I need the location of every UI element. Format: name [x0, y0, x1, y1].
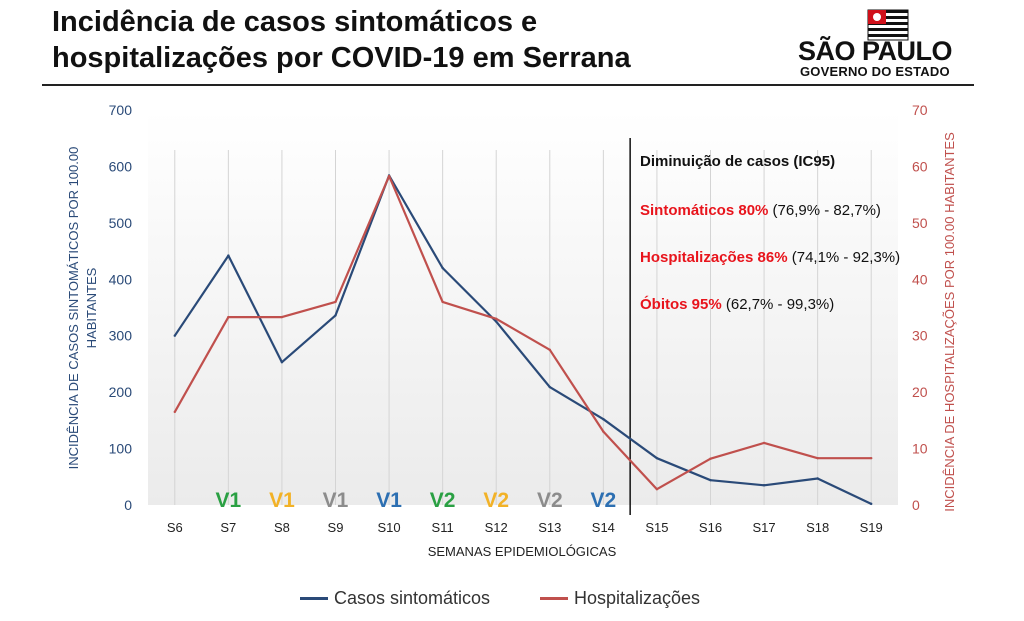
x-axis-title: SEMANAS EPIDEMIOLÓGICAS: [428, 544, 617, 559]
x-tick-s8: S8: [274, 520, 290, 535]
series-line-hospitalizacoes: [173, 174, 872, 491]
x-tick-s6: S6: [167, 520, 183, 535]
x-tick-s9: S9: [328, 520, 344, 535]
y-right-tick-0: 0: [912, 497, 920, 513]
sao-paulo-logo: SÃO PAULO GOVERNO DO ESTADO: [798, 8, 976, 82]
point-casos-s16: [709, 478, 712, 482]
point-casos-s7: [227, 254, 230, 257]
y-left-tick-300: 300: [109, 328, 133, 344]
x-tick-s13: S13: [538, 520, 561, 535]
vaccine-label-s13: V2: [537, 489, 563, 512]
y-left-tick-0: 0: [124, 497, 132, 513]
point-hosp-s8: [280, 315, 284, 319]
x-tick-s17: S17: [753, 520, 776, 535]
legend-label-casos: Casos sintomáticos: [334, 588, 491, 608]
legend-swatch-casos: [300, 597, 328, 600]
annotation-row-2: Hospitalizações 86% (74,1% - 92,3%): [640, 249, 900, 266]
vaccine-label-s8: V1: [269, 489, 295, 512]
vaccine-label-s14: V2: [591, 489, 617, 512]
annotation-row-3: Óbitos 95% (62,7% - 99,3%): [640, 295, 834, 313]
vaccine-label-s9: V1: [323, 489, 349, 512]
point-casos-s13: [548, 385, 551, 389]
logo-text-sao-paulo: SÃO PAULO: [798, 36, 953, 66]
annotation-row-1-ci: (76,9% - 82,7%): [768, 202, 881, 219]
point-casos-s11: [441, 266, 444, 270]
flag-icon: [867, 9, 909, 41]
point-casos-s19: [870, 502, 873, 506]
x-tick-s16: S16: [699, 520, 722, 535]
point-hosp-s18: [816, 456, 819, 460]
x-tick-s7: S7: [220, 520, 236, 535]
point-casos-s18: [816, 477, 819, 480]
vaccine-label-s10: V1: [376, 489, 402, 512]
y-left-tick-200: 200: [109, 384, 133, 400]
y-right-tick-70: 70: [912, 102, 928, 118]
y-left-tick-500: 500: [109, 215, 133, 231]
point-casos-s17: [762, 484, 766, 487]
point-casos-s15: [655, 456, 659, 460]
vaccine-label-s7: V1: [216, 489, 242, 512]
y-left-tick-100: 100: [109, 441, 133, 457]
y-right-tick-60: 60: [912, 158, 928, 174]
legend-item-hospitalizacoes: Hospitalizações: [540, 588, 700, 609]
logo-text-governo: GOVERNO DO ESTADO: [800, 64, 950, 79]
y-axis-title-right: INCIDÊNCIA DE HOSPITALIZAÇÕES POR 100.00…: [942, 132, 957, 512]
annotation-row-3-value: Óbitos 95%: [640, 295, 722, 313]
y-axis-title-left: INCIDÊNCIA DE CASOS SINTOMÁTICOS POR 100…: [66, 147, 99, 470]
point-hosp-s19: [870, 456, 873, 460]
y-right-tick-50: 50: [912, 215, 928, 231]
y-left-tick-700: 700: [109, 102, 133, 118]
point-casos-s8: [280, 361, 284, 364]
x-tick-s14: S14: [592, 520, 615, 535]
y-right-tick-40: 40: [912, 271, 928, 287]
plot-area: [148, 110, 898, 505]
legend-swatch-hospitalizacoes: [540, 597, 568, 600]
annotation-row-1: Sintomáticos 80% (76,9% - 82,7%): [640, 202, 881, 219]
point-hosp-s17: [762, 441, 766, 445]
point-hosp-s15: [655, 488, 659, 491]
point-casos-s9: [334, 314, 337, 317]
y-right-tick-30: 30: [912, 328, 928, 344]
point-casos-s12: [495, 320, 498, 323]
point-hosp-s16: [709, 457, 712, 460]
point-hosp-s11: [441, 300, 444, 304]
title-line-2: hospitalizações por COVID-19 em Serrana: [52, 42, 631, 74]
point-hosp-s12: [495, 317, 498, 320]
annotation-heading: Diminuição de casos (IC95): [640, 153, 835, 170]
legend-item-casos: Casos sintomáticos: [300, 588, 490, 609]
x-tick-s11: S11: [432, 520, 454, 535]
y-left-tick-400: 400: [109, 271, 133, 287]
legend-label-hospitalizacoes: Hospitalizações: [574, 588, 701, 608]
x-tick-s10: S10: [378, 520, 401, 535]
x-tick-s15: S15: [645, 520, 668, 535]
vaccine-label-s12: V2: [483, 489, 509, 512]
series-line-casos: [173, 174, 872, 505]
vaccine-label-s11: V2: [430, 489, 456, 512]
point-hosp-s6: [173, 410, 176, 414]
y-right-tick-20: 20: [912, 384, 928, 400]
annotation-row-2-ci: (74,1% - 92,3%): [788, 249, 901, 266]
point-hosp-s7: [227, 315, 230, 319]
x-tick-s18: S18: [806, 520, 829, 535]
annotation-row-3-ci: (62,7% - 99,3%): [722, 296, 835, 313]
page-title: Incidência de casos sintomáticos e hospi…: [52, 4, 631, 76]
annotation-row-1-value: Sintomáticos 80%: [640, 202, 768, 219]
point-hosp-s13: [548, 348, 551, 352]
point-casos-s14: [602, 418, 605, 421]
header-divider: [42, 84, 974, 86]
y-left-tick-600: 600: [109, 158, 133, 174]
legend: Casos sintomáticos Hospitalizações: [0, 588, 1024, 614]
point-casos-s6: [173, 334, 176, 337]
point-hosp-s9: [334, 300, 337, 304]
x-tick-s19: S19: [860, 520, 883, 535]
point-hosp-s14: [602, 430, 605, 433]
point-hosp-s10: [387, 174, 391, 178]
y-right-tick-10: 10: [912, 441, 928, 457]
x-tick-s12: S12: [485, 520, 508, 535]
title-line-1: Incidência de casos sintomáticos e: [52, 6, 538, 38]
annotation-row-2-value: Hospitalizações 86%: [640, 249, 788, 266]
